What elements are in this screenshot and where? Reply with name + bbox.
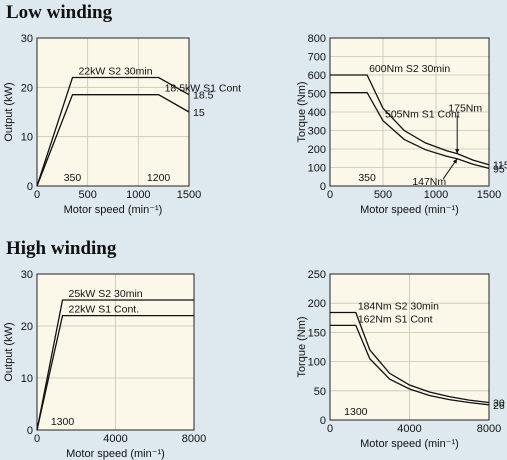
series-label: 184Nm S2 30min xyxy=(358,301,439,313)
annotation-label: 18.5 xyxy=(193,90,214,102)
x-axis-label: Motor speed (min⁻¹) xyxy=(64,204,163,216)
series-label: 18.5kW S1 Cont xyxy=(165,83,242,95)
x-tick-label: 8000 xyxy=(477,423,501,435)
plot-frame xyxy=(329,273,490,421)
x-tick-label: 0 xyxy=(34,189,40,201)
y-tick-label: 20 xyxy=(21,321,33,333)
series-label: 22kW S2 30min xyxy=(78,65,152,77)
y-tick-label: 20 xyxy=(21,82,33,94)
x-tick-label: 0 xyxy=(34,433,40,445)
x-axis-label: Motor speed (min⁻¹) xyxy=(66,448,165,460)
plot-frame xyxy=(36,273,195,431)
callout-arrowhead xyxy=(455,149,460,154)
y-tick-label: 0 xyxy=(320,181,326,193)
annotation-label: 350 xyxy=(358,172,376,184)
annotation-label: 1300 xyxy=(51,416,75,428)
x-tick-label: 8000 xyxy=(182,433,206,445)
series-label: 162Nm S1 Cont xyxy=(358,313,433,325)
y-tick-label: 250 xyxy=(308,269,326,281)
y-tick-label: 600 xyxy=(308,70,326,82)
x-axis-label: Motor speed (min⁻¹) xyxy=(360,204,459,216)
x-axis-label: Motor speed (min⁻¹) xyxy=(360,438,459,450)
annotation-label: 15 xyxy=(193,107,205,119)
section-title-low-winding: Low winding xyxy=(6,2,113,23)
y-tick-label: 200 xyxy=(308,144,326,156)
series-line xyxy=(36,94,190,187)
series-line xyxy=(36,299,194,431)
y-tick-label: 30 xyxy=(21,269,33,281)
y-tick-label: 150 xyxy=(308,327,326,339)
y-tick-label: 0 xyxy=(27,425,33,437)
x-tick-label: 1000 xyxy=(424,189,448,201)
y-tick-label: 700 xyxy=(308,52,326,64)
section-title-high-winding: High winding xyxy=(6,238,117,259)
annotation-label: 30 xyxy=(493,397,505,409)
series-line xyxy=(330,311,490,404)
y-axis-label: Output (kW) xyxy=(3,82,15,141)
y-axis-label: Torque (Nm) xyxy=(296,316,308,377)
series-line xyxy=(330,74,490,166)
y-tick-label: 10 xyxy=(21,373,33,385)
series-label: 25kW S2 30min xyxy=(69,288,143,300)
series-line xyxy=(36,314,194,431)
y-axis-label: Output (kW) xyxy=(3,322,15,381)
y-axis-label: Torque (Nm) xyxy=(296,81,308,142)
annotation-label: 115 xyxy=(493,160,507,172)
x-tick-label: 1500 xyxy=(177,189,201,201)
y-tick-label: 10 xyxy=(21,132,33,144)
series-line xyxy=(330,324,490,406)
y-tick-label: 30 xyxy=(21,33,33,45)
annotation-label: 350 xyxy=(64,172,82,184)
x-tick-label: 1500 xyxy=(477,189,501,201)
plot-frame xyxy=(329,37,490,187)
y-tick-label: 500 xyxy=(308,89,326,101)
y-tick-label: 100 xyxy=(308,357,326,369)
x-tick-label: 0 xyxy=(327,189,333,201)
x-tick-label: 4000 xyxy=(103,433,127,445)
y-tick-label: 200 xyxy=(308,298,326,310)
x-tick-label: 4000 xyxy=(397,423,421,435)
x-tick-label: 0 xyxy=(327,423,333,435)
plot-area xyxy=(37,38,189,186)
annotation-label: 147Nm xyxy=(412,176,446,188)
callout-arrowhead xyxy=(452,158,458,164)
annotation-label: 1300 xyxy=(344,406,368,418)
series-line xyxy=(330,91,490,170)
y-tick-label: 50 xyxy=(314,386,326,398)
series-label: 22kW S1 Cont. xyxy=(69,304,140,316)
x-tick-label: 500 xyxy=(374,189,392,201)
y-tick-label: 100 xyxy=(308,163,326,175)
series-line xyxy=(36,76,190,187)
y-tick-label: 800 xyxy=(308,33,326,45)
x-tick-label: 500 xyxy=(78,189,96,201)
y-tick-label: 300 xyxy=(308,126,326,138)
annotation-label: 26 xyxy=(493,400,505,412)
series-label: 600Nm S2 30min xyxy=(369,63,450,75)
annotation-label: 1200 xyxy=(147,172,171,184)
y-tick-label: 400 xyxy=(308,107,326,119)
x-tick-label: 1000 xyxy=(126,189,150,201)
y-tick-label: 0 xyxy=(27,181,33,193)
series-label: 505Nm S1 Cont xyxy=(385,109,460,121)
annotation-label: 95 xyxy=(493,163,505,175)
y-tick-label: 0 xyxy=(320,415,326,427)
annotation-label: 175Nm xyxy=(448,103,482,115)
